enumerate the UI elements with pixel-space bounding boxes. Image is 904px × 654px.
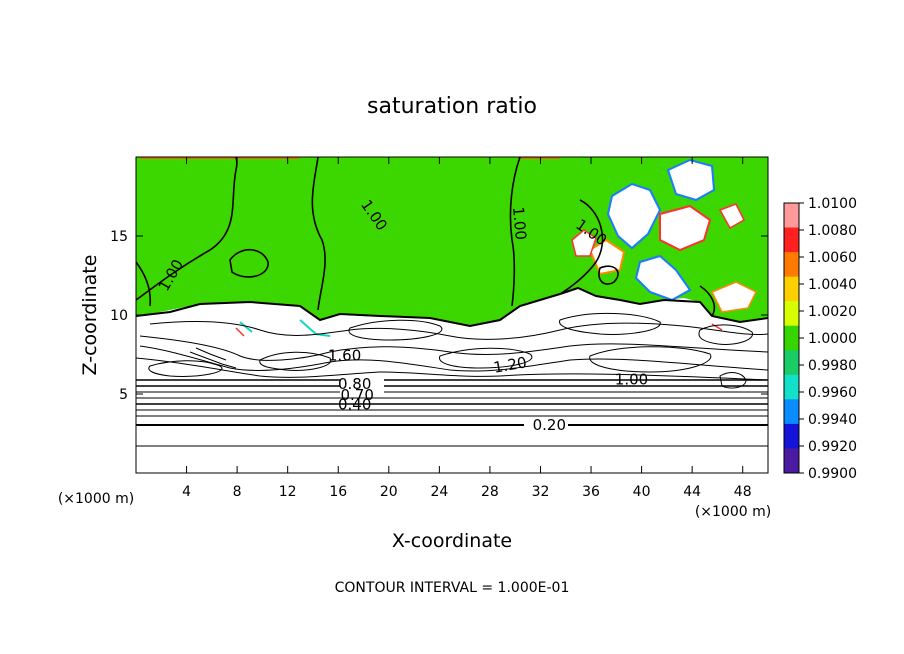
contour-label: 1.00 — [509, 206, 530, 241]
colorbar-swatch — [784, 448, 799, 474]
x-tick-label: 4 — [182, 484, 191, 500]
y-tick-label: 5 — [119, 387, 128, 403]
colorbar-tick-label: 0.9940 — [808, 412, 857, 428]
dry-patch — [634, 254, 692, 302]
colorbar-tick-label: 0.9920 — [808, 439, 857, 455]
colorbar-tick-label: 0.9960 — [808, 385, 857, 401]
dry-patch — [606, 182, 662, 250]
chart-title: saturation ratio — [367, 94, 537, 119]
contour-lines-stratified — [136, 379, 768, 447]
x-tick-label: 24 — [430, 484, 448, 500]
colorbar-swatch — [784, 227, 799, 253]
colorbar-swatch — [784, 252, 799, 278]
colorbar-tick-label: 1.0000 — [808, 331, 857, 347]
x-tick-label: 40 — [633, 484, 651, 500]
y-axis-label: Z-coordinate — [79, 255, 101, 376]
colorbar-swatch — [784, 276, 799, 302]
colorbar-swatch — [784, 399, 799, 425]
boundary-rim — [235, 323, 723, 337]
contour-interval-note: CONTOUR INTERVAL = 1.000E-01 — [335, 580, 570, 596]
y-tick-label: 15 — [110, 229, 128, 245]
contour-label: 0.20 — [533, 416, 566, 434]
x-axis-label: X-coordinate — [392, 530, 512, 552]
plot-field — [136, 157, 768, 473]
y-tick-label: 10 — [110, 308, 128, 324]
colorbar-swatch — [784, 423, 799, 449]
x-tick-label: 20 — [380, 484, 398, 500]
contour-label: 1.60 — [328, 347, 361, 365]
contour-label: 1.20 — [492, 353, 528, 377]
x-tick-label: 32 — [532, 484, 550, 500]
colorbar-tick-label: 1.0020 — [808, 304, 857, 320]
contour-label: 1.00 — [615, 370, 648, 388]
dry-patch — [666, 158, 716, 202]
x-tick-label: 16 — [329, 484, 347, 500]
x-tick-label: 44 — [683, 484, 701, 500]
contour-label: 0.80 — [338, 375, 371, 393]
colorbar-swatch — [784, 350, 799, 376]
x-tick-label: 48 — [734, 484, 752, 500]
x-unit-label: (×1000 m) — [695, 504, 771, 520]
colorbar: 1.0100 1.0080 1.0060 1.0040 1.0020 1.0000 0.99… — [783, 196, 857, 482]
colorbar-swatch — [784, 325, 799, 351]
dry-patch — [718, 203, 745, 230]
dry-patch — [571, 229, 597, 257]
x-axis: 4 8 12 16 20 24 28 32 36 40 44 48 — [182, 157, 752, 500]
colorbar-tick-label: 1.0060 — [808, 250, 857, 266]
contour-label: 0.40 — [338, 396, 371, 414]
x-tick-label: 12 — [279, 484, 297, 500]
dry-patch — [710, 281, 758, 313]
dry-patch — [659, 204, 712, 252]
colorbar-tick-label: 0.9900 — [808, 466, 857, 482]
x-tick-label: 8 — [233, 484, 242, 500]
colorbar-tick-label: 1.0080 — [808, 223, 857, 239]
contour-label: 0.70 — [340, 386, 373, 404]
x-tick-label: 28 — [481, 484, 499, 500]
colorbar-swatch — [784, 374, 799, 400]
colorbar-tick-label: 0.9980 — [808, 358, 857, 374]
colorbar-tick-label: 1.0040 — [808, 277, 857, 293]
colorbar-swatch — [784, 203, 799, 228]
colorbar-tick-label: 1.0100 — [808, 196, 857, 212]
y-unit-label: (×1000 m) — [58, 491, 134, 507]
x-tick-label: 36 — [582, 484, 600, 500]
y-axis: 5 10 15 — [110, 229, 768, 403]
contour-lines-lower — [136, 286, 768, 389]
colorbar-swatch — [784, 301, 799, 327]
